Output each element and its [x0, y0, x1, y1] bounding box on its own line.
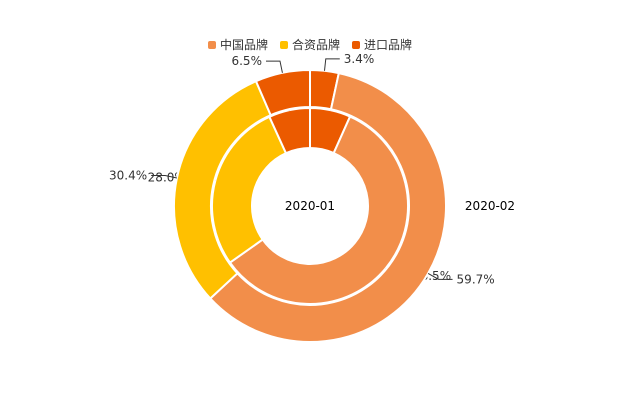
label-line — [151, 175, 178, 179]
slice-2020-02-1 — [208, 71, 447, 343]
legend-label: 进口品牌 — [364, 38, 413, 52]
legend: 中国品牌 合资品牌 进口品牌 — [0, 36, 620, 53]
data-label: 6.5% — [231, 54, 262, 68]
data-label: 59.7% — [457, 272, 495, 286]
legend-item-china[interactable]: 中国品牌 — [207, 36, 268, 53]
legend-label: 合资品牌 — [291, 38, 340, 52]
ring-name-outer: 2020-02 — [465, 199, 515, 213]
legend-swatch — [279, 40, 288, 49]
label-line — [427, 272, 453, 280]
slice-2020-01-1 — [228, 115, 409, 305]
ring-name-inner: 2020-01 — [285, 199, 335, 213]
slice-2020-02-3 — [254, 68, 311, 117]
legend-swatch — [207, 40, 216, 49]
legend-item-import[interactable]: 进口品牌 — [352, 36, 412, 53]
data-label: 30.4% — [109, 169, 147, 183]
label-line — [265, 60, 283, 73]
data-label: 3.4% — [344, 52, 375, 66]
legend-item-jv[interactable]: 合资品牌 — [279, 36, 340, 53]
label-line — [324, 58, 340, 71]
legend-label: 中国品牌 — [219, 38, 268, 52]
legend-swatch — [352, 40, 360, 49]
